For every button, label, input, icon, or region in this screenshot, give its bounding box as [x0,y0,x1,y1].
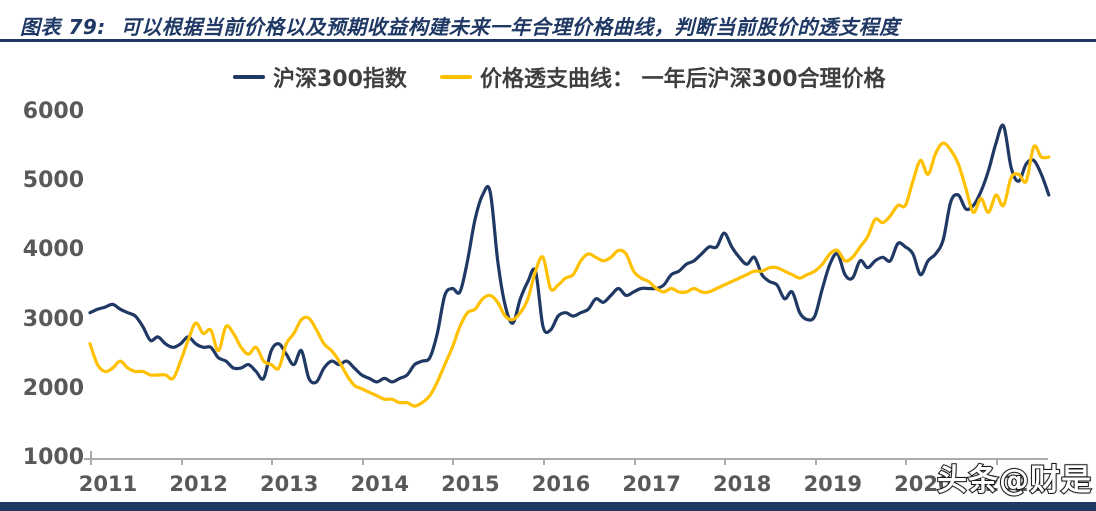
x-axis-tick-2017 [633,458,636,465]
x-axis-tick-2018 [724,458,727,465]
title-underline [0,39,1096,42]
x-axis-label-2018: 2018 [712,472,772,496]
x-axis-label-2012: 2012 [169,472,228,496]
figure-title: 图表 79: 可以根据当前价格以及预期收益构建未来一年合理价格曲线，判断当前股价… [20,15,900,39]
legend-label-fair-price: 价格透支曲线： 一年后沪深300合理价格 [479,67,886,92]
x-axis-tick-2020 [905,458,908,465]
y-axis-label-2000: 2000 [22,375,84,401]
x-axis-label-2016: 2016 [531,472,591,496]
legend-item-csi300: 沪深300指数 [233,61,407,93]
y-axis-label-6000: 6000 [22,99,84,124]
chart-legend: 沪深300指数 价格透支曲线： 一年后沪深300合理价格 [233,62,886,92]
legend-line-sample-csi300 [233,75,265,79]
legend-item-fair-price: 价格透支曲线： 一年后沪深300合理价格 [439,61,886,93]
x-axis-tick-2019 [814,458,817,465]
bottom-accent-bar [0,502,1096,511]
x-axis-label-2013: 2013 [259,472,319,496]
series-line-0 [88,123,1051,385]
y-axis-label-4000: 4000 [22,237,84,263]
x-axis-tick-2012 [180,458,183,465]
series-line-1 [88,141,1051,408]
x-axis-label-2011: 2011 [78,472,138,496]
x-axis-label-2017: 2017 [622,472,681,496]
x-axis-tick-2014 [361,458,364,465]
x-axis-tick-2021 [996,458,998,465]
legend-line-sample-fair-price [439,75,472,79]
x-axis-label-2019: 2019 [803,472,863,496]
x-axis-tick-2011 [90,458,92,465]
watermark: 头条@财是 [936,462,1092,499]
legend-label-csi300: 沪深300指数 [273,67,407,92]
x-axis-line [84,458,1048,460]
x-axis-label-2021: 2021 [984,472,1044,496]
x-axis-label-2015: 2015 [441,472,500,496]
x-axis-label-2014: 2014 [350,472,410,496]
y-axis-label-5000: 5000 [22,168,84,194]
x-axis-tick-2016 [543,458,545,465]
x-axis-tick-2015 [452,458,455,465]
y-axis-label-3000: 3000 [22,306,84,332]
x-axis-label-2020: 2020 [894,472,953,496]
x-axis-tick-2013 [271,458,274,465]
x-axis-origin-stub [90,451,92,458]
y-axis-label-1000: 1000 [22,445,84,470]
